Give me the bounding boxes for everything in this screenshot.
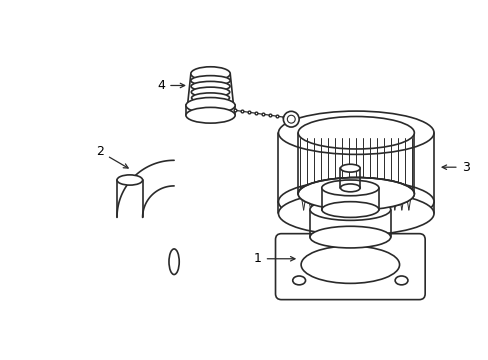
Ellipse shape: [298, 177, 413, 210]
FancyBboxPatch shape: [275, 234, 424, 300]
Ellipse shape: [283, 111, 299, 127]
Ellipse shape: [278, 192, 433, 235]
Text: 1: 1: [253, 252, 294, 265]
Ellipse shape: [298, 117, 413, 149]
Ellipse shape: [169, 249, 179, 275]
Ellipse shape: [340, 184, 360, 192]
Ellipse shape: [117, 175, 142, 185]
Ellipse shape: [298, 177, 413, 210]
Ellipse shape: [309, 199, 390, 220]
Ellipse shape: [309, 226, 390, 248]
Ellipse shape: [185, 107, 235, 123]
Ellipse shape: [278, 180, 433, 223]
Ellipse shape: [191, 81, 229, 91]
Ellipse shape: [394, 276, 407, 285]
Ellipse shape: [190, 67, 230, 81]
Ellipse shape: [191, 93, 229, 103]
Text: 2: 2: [96, 145, 128, 168]
Ellipse shape: [321, 202, 378, 217]
Ellipse shape: [278, 111, 433, 154]
Ellipse shape: [301, 246, 399, 283]
Ellipse shape: [192, 110, 228, 120]
Ellipse shape: [321, 180, 378, 196]
Ellipse shape: [185, 98, 235, 113]
Ellipse shape: [292, 276, 305, 285]
Ellipse shape: [191, 99, 229, 108]
Text: 3: 3: [441, 161, 468, 174]
Ellipse shape: [340, 164, 360, 172]
Text: 4: 4: [157, 79, 184, 92]
Ellipse shape: [192, 104, 228, 114]
Ellipse shape: [191, 87, 229, 97]
Ellipse shape: [287, 115, 295, 123]
Ellipse shape: [190, 76, 230, 85]
